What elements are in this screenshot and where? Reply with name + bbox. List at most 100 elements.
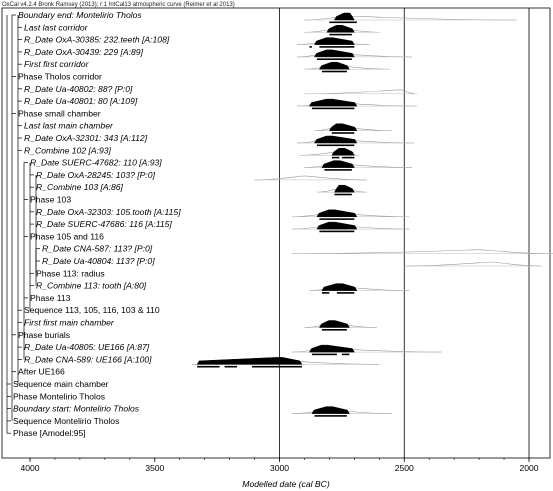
posterior-distribution <box>326 25 355 33</box>
row-31: Phase Montelirio Tholos <box>7 391 105 401</box>
row-4: First first corridor <box>18 59 390 73</box>
hpd-range <box>329 33 352 36</box>
row-label: R_Combine 113: tooth [A:80] <box>36 281 147 291</box>
row-label: R_Date SUERC-47682: 110 [A:93] <box>30 158 162 168</box>
row-label: Sequence Montelirio Tholos <box>13 416 119 426</box>
hpd-range <box>341 353 350 356</box>
row-22: R_Combine 113: tooth [A:80] <box>30 281 410 294</box>
row-label: Phase small chamber <box>18 108 101 118</box>
row-7: R_Date Ua-40801: 80 [A:109] <box>18 96 417 110</box>
row-33: Sequence Montelirio Tholos <box>7 416 119 426</box>
row-1: Last last corridor <box>18 22 380 36</box>
hpd-range <box>324 169 352 171</box>
posterior-distribution <box>309 98 358 107</box>
row-label: Phase 113 <box>30 293 71 303</box>
posterior-distribution <box>311 406 350 414</box>
row-label: R_Date SUERC-47686: 116 [A:115] <box>36 219 172 229</box>
row-label: R_Date CNA-587: 113? [P:0] <box>42 244 153 254</box>
x-axis-label: Modelled date (cal BC) <box>242 479 330 489</box>
row-5: Phase Tholos corridor <box>12 72 102 82</box>
posterior-distribution <box>309 344 355 353</box>
plot-frame <box>1 7 551 459</box>
posterior-distribution <box>196 357 303 365</box>
row-label: Sequence main chamber <box>13 379 109 389</box>
hpd-range <box>341 156 355 159</box>
row-label: Phase 103 <box>30 195 71 205</box>
posterior-distribution <box>318 320 350 328</box>
row-label: Phase Montelirio Tholos <box>13 391 105 401</box>
row-13: R_Date OxA-28245: 103? [P:0] <box>30 170 367 181</box>
row-label: First first main chamber <box>24 318 115 328</box>
row-30: Sequence main chamber <box>7 379 109 389</box>
prior-distribution <box>291 249 553 254</box>
row-18: Phase 105 and 116 <box>24 231 104 241</box>
row-0: Boundary end: Montelirio Tholos <box>12 10 517 24</box>
row-label: R_Date OxA-30439: 229 [A:89] <box>24 47 144 57</box>
hpd-range <box>319 46 355 48</box>
row-label: Last last corridor <box>24 22 89 32</box>
row-label: Boundary start: Montelirio Tholos <box>13 404 140 414</box>
row-20: R_Date Ua-40804: 113? [P:0] <box>36 256 542 267</box>
row-label: Boundary end: Montelirio Tholos <box>18 10 142 20</box>
hpd-range <box>309 46 312 48</box>
hpd-range <box>224 365 238 368</box>
tick-label-3500: 3500 <box>145 463 164 473</box>
hpd-range <box>321 292 330 294</box>
hpd-range <box>331 156 340 159</box>
hpd-range <box>321 70 347 73</box>
tick-label-2000: 2000 <box>519 463 538 473</box>
posterior-distribution <box>316 221 358 230</box>
row-label: Phase Tholos corridor <box>18 72 102 82</box>
prior-distribution <box>254 175 367 181</box>
row-label: First first corridor <box>24 59 90 69</box>
hpd-range <box>316 144 355 147</box>
chart-rows: Boundary end: Montelirio Tholos Last last… <box>7 10 553 438</box>
row-label: Sequence 113, 105, 116, 103 & 110 <box>24 305 160 315</box>
posterior-distribution <box>313 37 355 45</box>
posterior-distribution <box>321 283 358 291</box>
hpd-range <box>331 132 355 134</box>
row-label: R_Date OxA-30385: 232.teeth [A:108] <box>24 35 170 45</box>
row-32: Boundary start: Montelirio Tholos <box>7 404 392 417</box>
row-23: Phase 113 <box>24 293 71 303</box>
row-label: R_Date OxA-32301: 343 [A:112] <box>24 133 148 143</box>
row-label: Last last main chamber <box>24 121 114 131</box>
row-16: R_Date OxA-32303: 105.tooth [A:115] <box>30 207 410 220</box>
row-10: R_Date OxA-32301: 343 [A:112] <box>18 133 415 147</box>
hpd-range <box>252 365 302 368</box>
row-21: Phase 113: radius <box>30 268 105 278</box>
row-29: After UE166 <box>12 367 65 377</box>
row-11: R_Combine 102 [A:93] <box>18 145 360 159</box>
row-label: After UE166 <box>18 367 65 377</box>
chart-header: OxCal v4.2.4 Bronk Ramsey (2013); r:1 In… <box>2 2 235 8</box>
row-9: Last last main chamber <box>18 121 392 134</box>
row-34: Phase [Amodel:95] <box>7 428 86 438</box>
row-28: R_Date CNA-589: UE166 [A:100] <box>18 354 380 368</box>
hpd-range <box>314 415 347 417</box>
posterior-distribution <box>313 49 355 58</box>
row-25: First first main chamber <box>18 318 377 331</box>
row-label: R_Date CNA-589: UE166 [A:100] <box>24 354 152 364</box>
row-24: Sequence 113, 105, 116, 103 & 110 <box>18 305 160 315</box>
row-label: R_Date Ua-40804: 113? [P:0] <box>42 256 155 266</box>
hpd-range <box>319 218 355 220</box>
hpd-range <box>319 230 355 233</box>
tick-label-4000: 4000 <box>20 463 39 473</box>
prior-distribution <box>296 52 412 58</box>
posterior-distribution <box>321 160 355 168</box>
row-14: R_Combine 103 [A:86] <box>30 182 367 196</box>
row-label: R_Date Ua-40805: UE166 [A:87] <box>24 342 150 352</box>
prior-distribution <box>404 261 542 267</box>
posterior-distribution <box>316 209 358 218</box>
posterior-distribution <box>318 61 350 70</box>
x-axis: 4000 3500 3000 2500 2000 <box>20 458 539 473</box>
row-label: R_Combine 103 [A:86] <box>36 182 124 192</box>
row-label: R_Combine 102 [A:93] <box>24 145 112 155</box>
prior-distribution <box>304 15 517 21</box>
row-2: R_Date OxA-30385: 232.teeth [A:108] <box>18 35 370 48</box>
posterior-distribution <box>333 12 355 21</box>
tick-label-2500: 2500 <box>395 463 414 473</box>
hpd-range <box>329 21 357 24</box>
hpd-range <box>311 353 337 356</box>
row-label: Phase 105 and 116 <box>30 231 104 241</box>
